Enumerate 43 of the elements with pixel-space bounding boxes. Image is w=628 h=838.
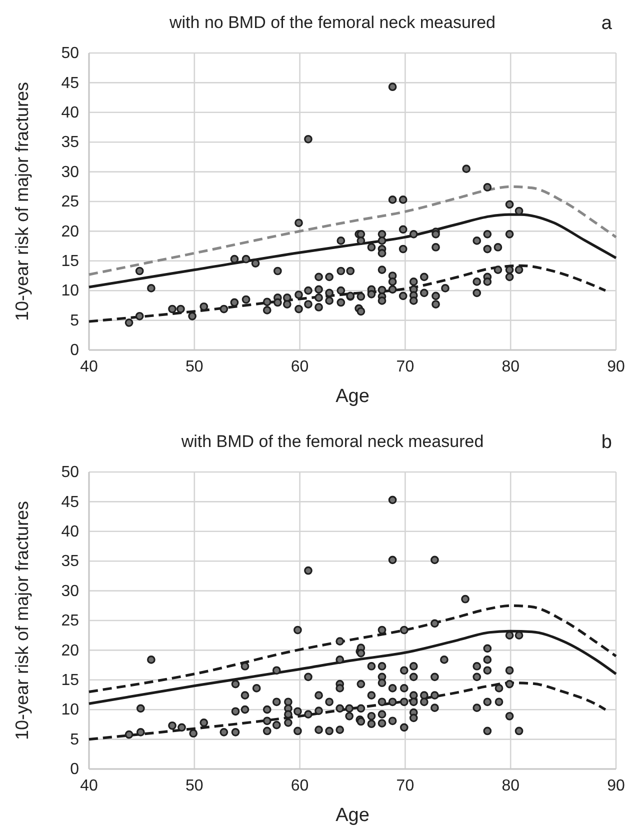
x-tick-label: 70 xyxy=(396,358,414,376)
y-tick-label: 35 xyxy=(61,553,80,570)
x-tick-label: 90 xyxy=(607,777,625,794)
x-tick-label: 80 xyxy=(502,358,520,376)
x-tick-label: 50 xyxy=(186,358,204,376)
y-tick-label: 5 xyxy=(70,312,80,330)
x-tick-label: 90 xyxy=(607,358,625,376)
chart-title: with no BMD of the femoral neck measured xyxy=(168,13,496,32)
y-tick-label: 40 xyxy=(61,524,80,541)
x-tick-label: 70 xyxy=(396,777,414,794)
y-tick-label: 15 xyxy=(61,253,80,270)
line-series xyxy=(88,264,607,323)
line-series xyxy=(88,604,618,694)
chart-title: with BMD of the femoral neck measured xyxy=(180,432,484,451)
text: b xyxy=(601,432,612,453)
y-tick-label: 20 xyxy=(61,642,80,660)
x-axis-title: Age xyxy=(336,805,370,826)
y-tick-label: 0 xyxy=(70,342,80,360)
y-tick-label: 50 xyxy=(61,464,80,482)
line-series xyxy=(88,630,618,705)
y-tick-label: 45 xyxy=(61,74,80,92)
y-tick-label: 10 xyxy=(61,282,80,300)
y-tick-label: 25 xyxy=(61,194,80,211)
x-tick-label: 60 xyxy=(290,358,309,376)
y-tick-label: 0 xyxy=(70,761,80,778)
y-tick-label: 10 xyxy=(61,702,80,719)
y-tick-label: 45 xyxy=(61,494,80,511)
y-tick-label: 40 xyxy=(61,104,80,122)
y-tick-label: 35 xyxy=(61,134,80,152)
x-tick-label: 80 xyxy=(502,777,520,794)
y-axis-title: 10-year risk of major fractures xyxy=(12,500,32,740)
y-tick-label: 30 xyxy=(61,164,80,181)
y-tick-label: 30 xyxy=(61,582,80,600)
y-tick-label: 5 xyxy=(70,731,80,748)
y-tick-label: 25 xyxy=(61,612,80,630)
y-tick-label: 20 xyxy=(61,223,80,240)
x-tick-label: 60 xyxy=(290,777,309,794)
x-axis-title: Age xyxy=(336,386,370,407)
y-axis-title: 10-year risk of major fractures xyxy=(12,82,32,322)
text: a xyxy=(601,13,612,34)
x-tick-label: 50 xyxy=(186,777,204,794)
y-tick-label: 15 xyxy=(61,672,80,690)
y-tick-label: 50 xyxy=(61,45,80,62)
